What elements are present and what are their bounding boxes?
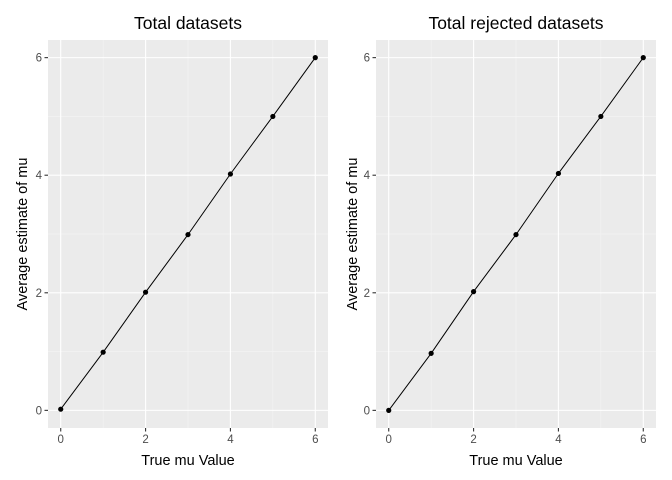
data-point — [640, 55, 646, 61]
x-axis-title: True mu Value — [469, 453, 563, 469]
chart-panel-total-datasets: Total datasets True mu Value Average est… — [15, 13, 328, 469]
y-tick-label: 2 — [364, 288, 370, 300]
data-point — [185, 231, 191, 238]
data-point — [386, 407, 392, 413]
chart-title: Total datasets — [134, 13, 242, 33]
y-axis-title: Average estimate of mu — [345, 158, 361, 311]
data-point — [428, 350, 434, 356]
x-tick-label: 0 — [58, 434, 64, 446]
data-point — [100, 349, 106, 355]
y-tick-label: 6 — [364, 53, 370, 65]
y-tick-label: 0 — [364, 405, 370, 417]
x-tick-label: 4 — [227, 434, 234, 446]
x-axis-title: True mu Value — [141, 453, 235, 469]
chart-panel-total-rejected-datasets: Total rejected datasets True mu Value Av… — [345, 13, 656, 469]
x-tick-label: 6 — [312, 434, 318, 446]
y-tick-label: 4 — [364, 170, 371, 182]
x-tick-label: 0 — [386, 434, 392, 446]
data-point — [555, 170, 562, 177]
y-tick-label: 4 — [36, 170, 43, 182]
x-tick-label: 4 — [555, 434, 562, 446]
data-point — [513, 231, 519, 238]
data-point — [312, 55, 318, 61]
y-tick-label: 2 — [36, 288, 42, 300]
data-point — [598, 113, 604, 120]
chart-title: Total rejected datasets — [428, 13, 603, 33]
x-tick-label: 2 — [142, 434, 148, 446]
x-tick-label: 2 — [470, 434, 476, 446]
data-point — [58, 406, 64, 412]
y-tick-label: 0 — [36, 405, 42, 417]
data-point — [470, 289, 477, 295]
data-point — [270, 113, 276, 120]
y-axis-title: Average estimate of mu — [15, 158, 31, 311]
y-tick-label: 6 — [36, 53, 42, 65]
data-point — [142, 289, 149, 295]
x-tick-label: 6 — [640, 434, 646, 446]
data-point — [227, 171, 234, 177]
